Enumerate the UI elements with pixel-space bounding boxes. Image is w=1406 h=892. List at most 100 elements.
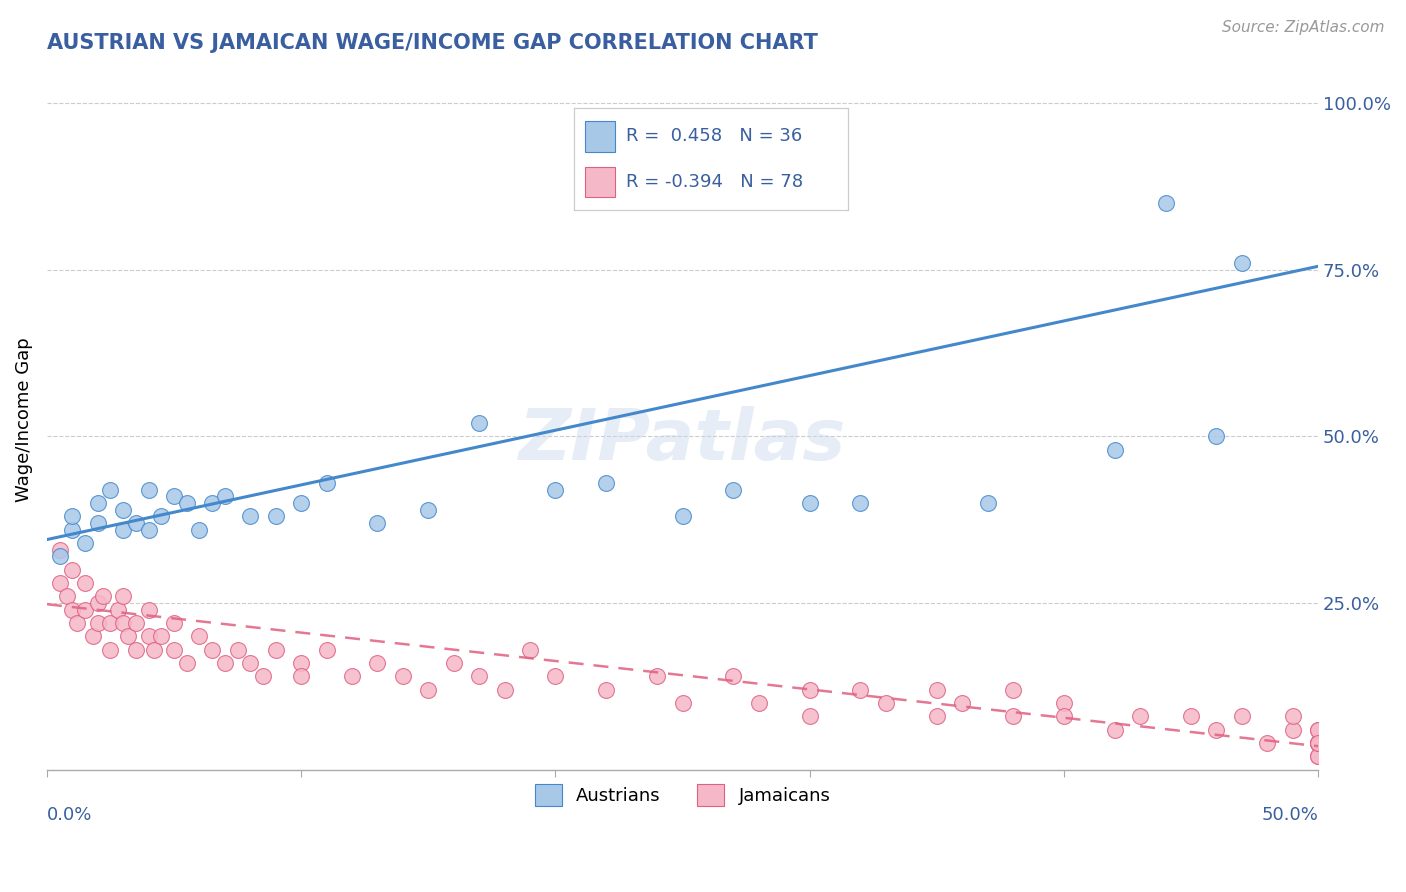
Point xyxy=(100,483,122,497)
Point xyxy=(799,682,821,697)
Point xyxy=(142,642,165,657)
Point xyxy=(264,509,287,524)
Point xyxy=(418,502,440,516)
Point xyxy=(138,629,160,643)
Point xyxy=(1308,736,1330,750)
Point xyxy=(1308,736,1330,750)
Point xyxy=(315,642,337,657)
Point xyxy=(595,475,617,490)
Point xyxy=(125,516,148,530)
Point xyxy=(138,523,160,537)
Point xyxy=(1053,709,1076,723)
Point xyxy=(671,696,693,710)
Point xyxy=(1230,709,1253,723)
Point xyxy=(73,575,96,590)
Point xyxy=(226,642,249,657)
Point xyxy=(138,602,160,616)
Point xyxy=(87,596,110,610)
Point xyxy=(188,523,211,537)
Point xyxy=(925,709,948,723)
Point xyxy=(60,523,83,537)
Point xyxy=(723,483,745,497)
Y-axis label: Wage/Income Gap: Wage/Income Gap xyxy=(15,337,32,502)
Point xyxy=(290,669,312,683)
Point xyxy=(544,483,567,497)
Point xyxy=(100,642,122,657)
Text: ZIPatlas: ZIPatlas xyxy=(519,406,846,475)
Point xyxy=(875,696,897,710)
Point xyxy=(66,615,89,630)
Point xyxy=(418,682,440,697)
Legend: Austrians, Jamaicans: Austrians, Jamaicans xyxy=(527,777,838,813)
Point xyxy=(1205,723,1227,737)
Point xyxy=(1053,696,1076,710)
Point xyxy=(976,496,998,510)
Point xyxy=(264,642,287,657)
Point xyxy=(290,656,312,670)
Point xyxy=(214,489,236,503)
Point xyxy=(176,656,198,670)
Point xyxy=(60,563,83,577)
Point xyxy=(468,669,491,683)
Text: AUSTRIAN VS JAMAICAN WAGE/INCOME GAP CORRELATION CHART: AUSTRIAN VS JAMAICAN WAGE/INCOME GAP COR… xyxy=(46,33,818,53)
Point xyxy=(163,615,186,630)
Point xyxy=(366,656,388,670)
Point xyxy=(1205,429,1227,443)
Point xyxy=(87,615,110,630)
Point xyxy=(150,509,173,524)
Point xyxy=(112,589,135,603)
Point xyxy=(340,669,363,683)
Point xyxy=(290,496,312,510)
Point xyxy=(1281,709,1303,723)
Point xyxy=(176,496,198,510)
Point xyxy=(91,589,114,603)
Point xyxy=(73,602,96,616)
Point xyxy=(671,509,693,524)
Point xyxy=(48,575,70,590)
Point xyxy=(519,642,541,657)
Point xyxy=(125,642,148,657)
Point xyxy=(214,656,236,670)
Point xyxy=(112,502,135,516)
Point xyxy=(201,642,224,657)
Point xyxy=(723,669,745,683)
Point xyxy=(138,483,160,497)
Point xyxy=(950,696,973,710)
Point xyxy=(1281,723,1303,737)
Point xyxy=(125,615,148,630)
Point xyxy=(1104,723,1126,737)
Point xyxy=(60,602,83,616)
Point xyxy=(1308,736,1330,750)
Point xyxy=(468,416,491,430)
Point xyxy=(112,523,135,537)
Point xyxy=(150,629,173,643)
Point xyxy=(112,615,135,630)
Point xyxy=(87,516,110,530)
Point xyxy=(163,642,186,657)
Text: 50.0%: 50.0% xyxy=(1261,806,1319,824)
Point xyxy=(799,709,821,723)
Text: 0.0%: 0.0% xyxy=(46,806,93,824)
Point xyxy=(60,509,83,524)
Point xyxy=(48,549,70,564)
Point xyxy=(1129,709,1152,723)
Point xyxy=(849,496,872,510)
Point xyxy=(1180,709,1202,723)
Point xyxy=(443,656,465,670)
Point xyxy=(595,682,617,697)
Point xyxy=(117,629,139,643)
Point xyxy=(163,489,186,503)
Point xyxy=(1256,736,1278,750)
Point xyxy=(925,682,948,697)
Point xyxy=(494,682,516,697)
Point xyxy=(315,475,337,490)
Point xyxy=(107,602,129,616)
Point xyxy=(392,669,415,683)
Point xyxy=(544,669,567,683)
Point xyxy=(799,496,821,510)
Point xyxy=(1002,709,1025,723)
Point xyxy=(73,536,96,550)
Point xyxy=(48,542,70,557)
Point xyxy=(1308,749,1330,764)
Point xyxy=(1002,682,1025,697)
